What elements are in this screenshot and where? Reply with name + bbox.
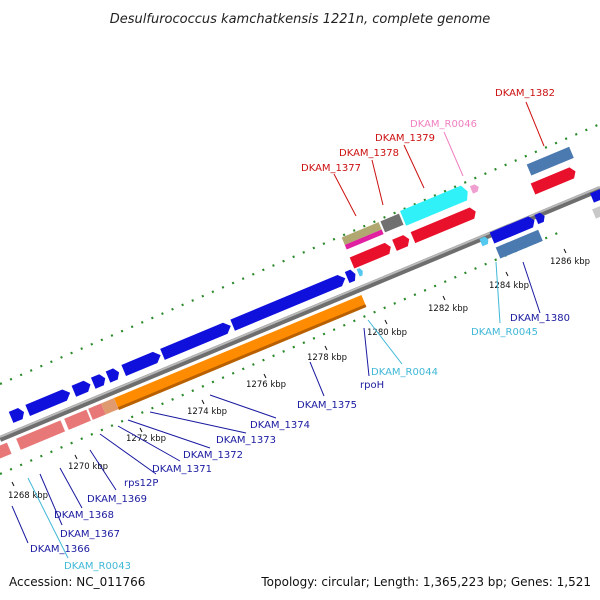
label-dkam-1378[interactable]: DKAM_1378: [339, 148, 399, 159]
gene-dkam-1380-blue[interactable]: [489, 215, 537, 244]
label-dkam-1366[interactable]: DKAM_1366: [30, 544, 90, 555]
label-dkam-1375[interactable]: DKAM_1375: [297, 400, 357, 411]
gene-dkam-1382-red[interactable]: [530, 166, 578, 195]
trna-dkam-r0044[interactable]: [356, 267, 365, 277]
tick-label-1268: 1268 kbp: [8, 491, 48, 501]
label-dkam-r0043[interactable]: DKAM_R0043: [64, 561, 131, 572]
label-dkam-1369[interactable]: DKAM_1369: [87, 494, 147, 505]
tick-label-1272: 1272 kbp: [126, 434, 166, 444]
tick-label-1284: 1284 kbp: [489, 281, 529, 291]
gene-edge-grey[interactable]: [592, 205, 600, 219]
label-rps12p[interactable]: rps12P: [124, 478, 158, 489]
right-cluster: [479, 146, 600, 259]
gene-dkam-1382-box[interactable]: [526, 146, 574, 176]
label-dkam-1371[interactable]: DKAM_1371: [152, 464, 212, 475]
upper-cluster: [341, 183, 480, 269]
reverse-strand-features: [0, 295, 367, 460]
gene-dkam-1368-arrow[interactable]: [71, 379, 93, 397]
feature-pink-2[interactable]: [16, 420, 66, 450]
label-dkam-r0046[interactable]: DKAM_R0046: [410, 119, 477, 130]
tick-label-1274: 1274 kbp: [187, 407, 227, 417]
label-dkam-1372[interactable]: DKAM_1372: [183, 450, 243, 461]
tick-label-1286: 1286 kbp: [550, 257, 590, 267]
trna-dkam-r0045[interactable]: [479, 236, 489, 247]
ncrna-dkam-r0046[interactable]: [469, 183, 480, 194]
tick-label-1278: 1278 kbp: [307, 353, 347, 363]
leader-lines: [11, 101, 545, 559]
topology-summary: Topology: circular; Length: 1,365,223 bp…: [260, 575, 591, 589]
gene-rpoh-arrow[interactable]: [344, 269, 358, 284]
gene-dkam-1379-box[interactable]: [400, 184, 471, 226]
gene-dkam-1371-arrow[interactable]: [105, 367, 122, 383]
forward-strand-features: [8, 267, 365, 423]
gene-blue-small[interactable]: [534, 211, 546, 225]
gene-dkam-1380-box[interactable]: [495, 229, 543, 259]
gene-labels: DKAM_1382 DKAM_R0046 DKAM_1379 DKAM_1378…: [30, 88, 570, 572]
gene-dkam-1377-red[interactable]: [349, 241, 393, 269]
tick-label-1280: 1280 kbp: [367, 328, 407, 338]
tick-label-1270: 1270 kbp: [68, 462, 108, 472]
label-dkam-1377[interactable]: DKAM_1377: [301, 163, 361, 174]
gene-dkam-1378-box[interactable]: [344, 229, 384, 250]
label-dkam-1368[interactable]: DKAM_1368: [54, 510, 114, 521]
label-dkam-r0044[interactable]: DKAM_R0044: [371, 367, 438, 378]
gene-dkam-1378-grey[interactable]: [380, 213, 404, 233]
gene-dkam-1372-arrow[interactable]: [121, 350, 163, 377]
feature-pink-3[interactable]: [64, 409, 91, 430]
label-dkam-1374[interactable]: DKAM_1374: [250, 420, 310, 431]
gene-dkam-1366-arrow[interactable]: [8, 406, 27, 423]
feature-pink-1[interactable]: [0, 442, 12, 460]
label-dkam-1367[interactable]: DKAM_1367: [60, 529, 120, 540]
ruler-ticks: 1268 kbp 1270 kbp 1272 kbp 1274 kbp 1276…: [8, 248, 590, 501]
accession-text: Accession: NC_011766: [9, 575, 145, 589]
grid-ring-inner: [0, 230, 561, 476]
label-dkam-r0045[interactable]: DKAM_R0045: [471, 327, 538, 338]
gene-edge-blue[interactable]: [590, 188, 600, 203]
label-rpoh[interactable]: rpoH: [360, 380, 384, 391]
gene-dkam-1377-box[interactable]: [341, 222, 382, 245]
gene-dkam-1378-red[interactable]: [392, 234, 411, 251]
feature-pink-4[interactable]: [88, 403, 106, 420]
label-dkam-1380[interactable]: DKAM_1380: [510, 313, 570, 324]
gene-dkam-1374-arrow[interactable]: [230, 273, 347, 331]
gene-dkam-1369-arrow[interactable]: [90, 373, 108, 389]
gene-dkam-1379-red[interactable]: [410, 206, 478, 244]
map-title: Desulfurococcus kamchatkensis 1221n, com…: [110, 12, 491, 27]
label-dkam-1373[interactable]: DKAM_1373: [216, 435, 276, 446]
tick-label-1276: 1276 kbp: [246, 380, 286, 390]
label-dkam-1379[interactable]: DKAM_1379: [375, 133, 435, 144]
tick-label-1282: 1282 kbp: [428, 304, 468, 314]
gene-dkam-1367-arrow[interactable]: [25, 387, 72, 417]
gene-dkam-1373-arrow[interactable]: [160, 320, 233, 360]
feature-pink-5[interactable]: [101, 398, 119, 415]
label-dkam-1382[interactable]: DKAM_1382: [495, 88, 555, 99]
rrna-dkam-1375[interactable]: [114, 295, 367, 410]
